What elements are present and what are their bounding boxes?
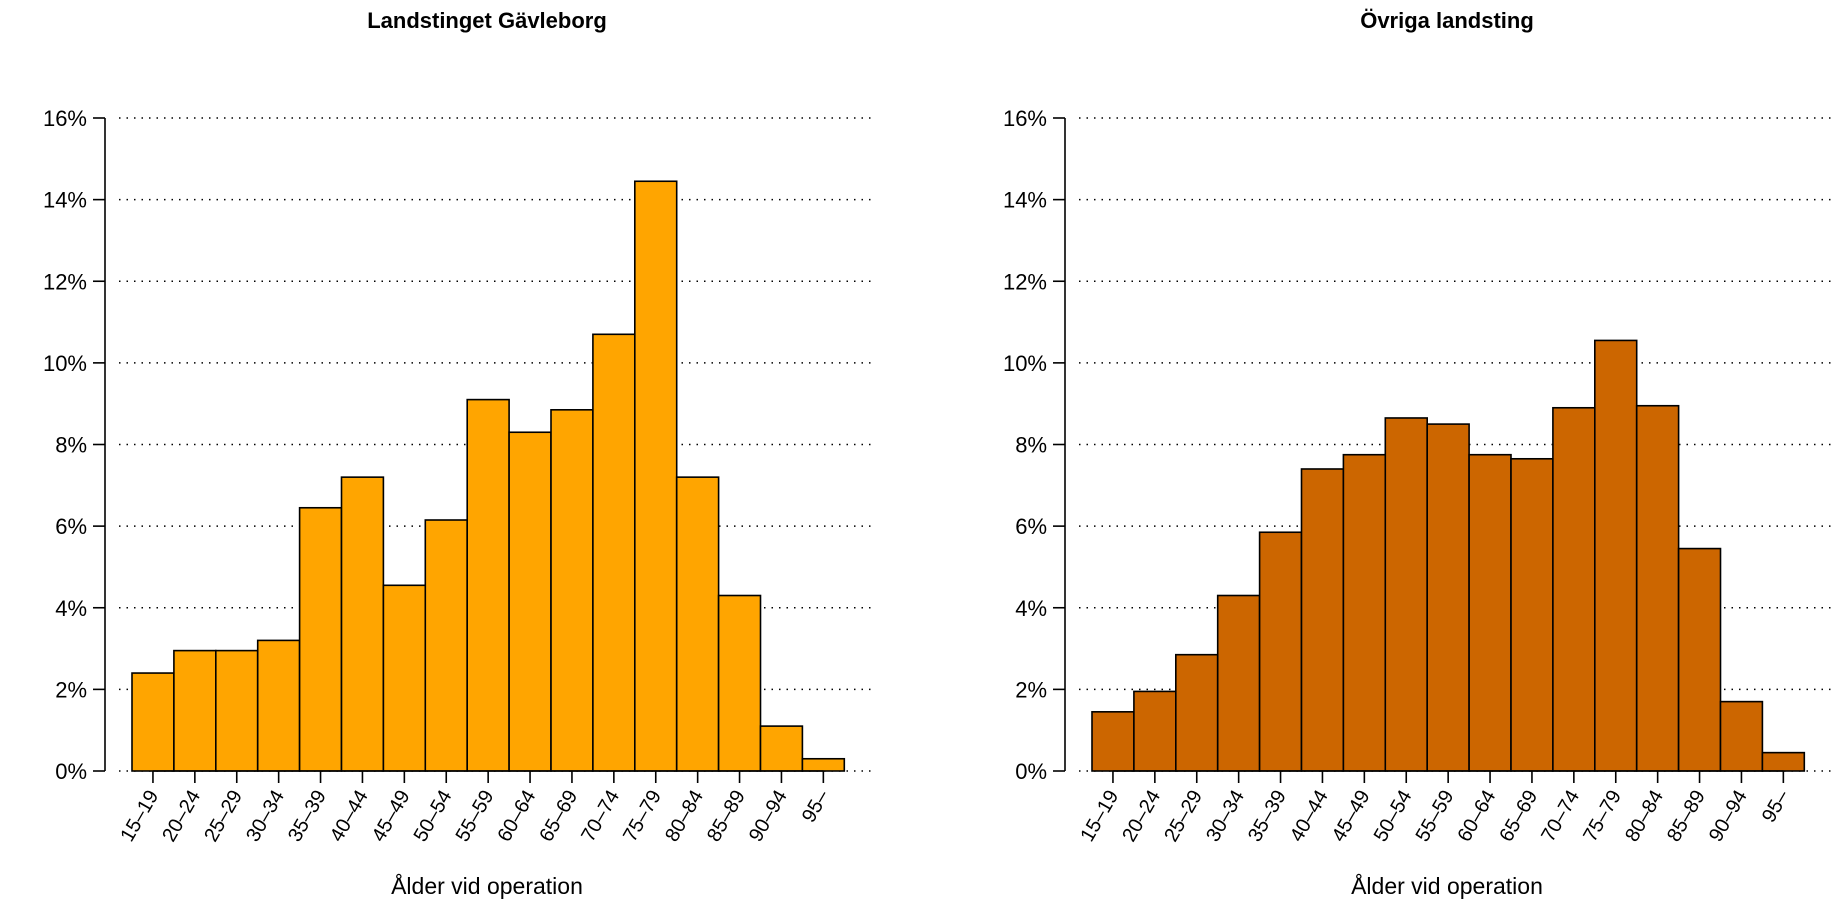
x-tick-label: 55–59 bbox=[1412, 787, 1459, 846]
bar bbox=[1468, 453, 1512, 772]
x-tick-label: 95– bbox=[1758, 786, 1794, 827]
bar bbox=[759, 725, 804, 772]
x-tick-label: 60–64 bbox=[1454, 787, 1501, 846]
bar bbox=[1635, 404, 1680, 772]
x-tick-label: 60–64 bbox=[494, 787, 541, 846]
x-tick-label: 55–59 bbox=[452, 787, 499, 846]
bar bbox=[131, 672, 175, 772]
y-tick-label: 8% bbox=[55, 433, 87, 458]
y-tick-label: 8% bbox=[1015, 433, 1047, 458]
x-tick-label: 50–54 bbox=[410, 787, 457, 846]
bar bbox=[173, 649, 217, 772]
y-tick-label: 6% bbox=[1015, 514, 1047, 539]
chart-title: Övriga landsting bbox=[1360, 8, 1534, 33]
bar bbox=[1342, 453, 1387, 772]
chart-title: Landstinget Gävleborg bbox=[367, 8, 607, 33]
x-tick-label: 30–34 bbox=[242, 787, 289, 846]
bar bbox=[1258, 531, 1303, 772]
x-tick-label: 65–69 bbox=[535, 787, 582, 846]
x-tick-label: 75–79 bbox=[1579, 787, 1626, 846]
bar bbox=[633, 180, 678, 772]
chart-panel-2: 0% 2% 4% 6% 8% 10% 12% 14% 16% 15–1920–2425–2930–… bbox=[1003, 8, 1832, 899]
x-tick-label: 90–94 bbox=[1705, 787, 1752, 846]
x-tick-label: 50–54 bbox=[1370, 787, 1417, 846]
y-tick-label: 4% bbox=[55, 596, 87, 621]
y-tick-label: 16% bbox=[1003, 106, 1047, 131]
y-tick-label: 4% bbox=[1015, 596, 1047, 621]
x-tick-label: 20–24 bbox=[158, 787, 205, 846]
x-tick-label: 80–84 bbox=[661, 787, 708, 846]
chart-panel-1: 0% 2% 4% 6% 8% 10% 12% 14% 16% 15–1920–2425–2930–… bbox=[43, 8, 872, 899]
bar bbox=[1133, 690, 1177, 772]
bar bbox=[256, 639, 301, 772]
x-tick-label: 90–94 bbox=[745, 787, 792, 846]
x-tick-label: 40–44 bbox=[326, 787, 373, 846]
y-tick-label: 2% bbox=[55, 677, 87, 702]
bar bbox=[1510, 457, 1554, 772]
x-tick-label: 80–84 bbox=[1621, 787, 1668, 846]
x-tick-label: 65–69 bbox=[1495, 787, 1542, 846]
bar bbox=[466, 398, 510, 772]
x-tick-label: 35–39 bbox=[1244, 787, 1291, 846]
bar bbox=[675, 476, 720, 772]
x-tick-label: 25–29 bbox=[1160, 787, 1207, 846]
bar bbox=[717, 594, 762, 772]
x-tick-label: 20–24 bbox=[1118, 787, 1165, 846]
bar bbox=[1091, 711, 1135, 772]
bar bbox=[215, 649, 259, 772]
bar bbox=[550, 409, 594, 772]
bar bbox=[424, 519, 468, 772]
bar bbox=[1677, 547, 1722, 772]
y-tick-label: 0% bbox=[1015, 759, 1047, 784]
x-tick-label: 75–79 bbox=[619, 787, 666, 846]
x-tick-label: 85–89 bbox=[703, 787, 750, 846]
bar bbox=[1384, 417, 1429, 772]
y-tick-label: 12% bbox=[43, 269, 87, 294]
bar bbox=[1719, 700, 1764, 772]
bar bbox=[801, 757, 846, 772]
x-tick-label: 45–49 bbox=[1328, 787, 1375, 846]
y-tick-label: 12% bbox=[1003, 269, 1047, 294]
bar bbox=[1300, 468, 1345, 772]
x-tick-label: 40–44 bbox=[1286, 787, 1333, 846]
bar bbox=[508, 431, 552, 772]
y-tick-label: 14% bbox=[43, 188, 87, 213]
y-tick-label: 2% bbox=[1015, 677, 1047, 702]
bar bbox=[340, 476, 385, 772]
y-tick-label: 16% bbox=[43, 106, 87, 131]
x-tick-label: 85–89 bbox=[1663, 787, 1710, 846]
y-tick-label: 6% bbox=[55, 514, 87, 539]
x-tick-label: 15–19 bbox=[1076, 787, 1123, 846]
bar bbox=[1594, 339, 1638, 772]
y-tick-label: 14% bbox=[1003, 188, 1047, 213]
x-tick-label: 35–39 bbox=[284, 787, 331, 846]
x-axis-label: Ålder vid operation bbox=[391, 872, 583, 899]
bar bbox=[592, 333, 636, 772]
x-tick-label: 30–34 bbox=[1202, 787, 1249, 846]
x-tick-label: 70–74 bbox=[1537, 787, 1584, 846]
y-tick-label: 0% bbox=[55, 759, 87, 784]
bar bbox=[1426, 423, 1470, 772]
x-tick-label: 15–19 bbox=[116, 787, 163, 846]
x-axis-label: Ålder vid operation bbox=[1351, 872, 1543, 899]
bar bbox=[1175, 653, 1219, 772]
x-tick-label: 70–74 bbox=[577, 787, 624, 846]
x-tick-label: 45–49 bbox=[368, 787, 415, 846]
bar bbox=[382, 584, 427, 772]
bar bbox=[298, 506, 343, 772]
bar bbox=[1216, 594, 1261, 772]
y-tick-label: 10% bbox=[1003, 351, 1047, 376]
bar bbox=[1552, 406, 1596, 772]
bar bbox=[1761, 751, 1806, 772]
y-tick-label: 10% bbox=[43, 351, 87, 376]
x-tick-label: 25–29 bbox=[200, 787, 247, 846]
x-tick-label: 95– bbox=[798, 786, 834, 827]
